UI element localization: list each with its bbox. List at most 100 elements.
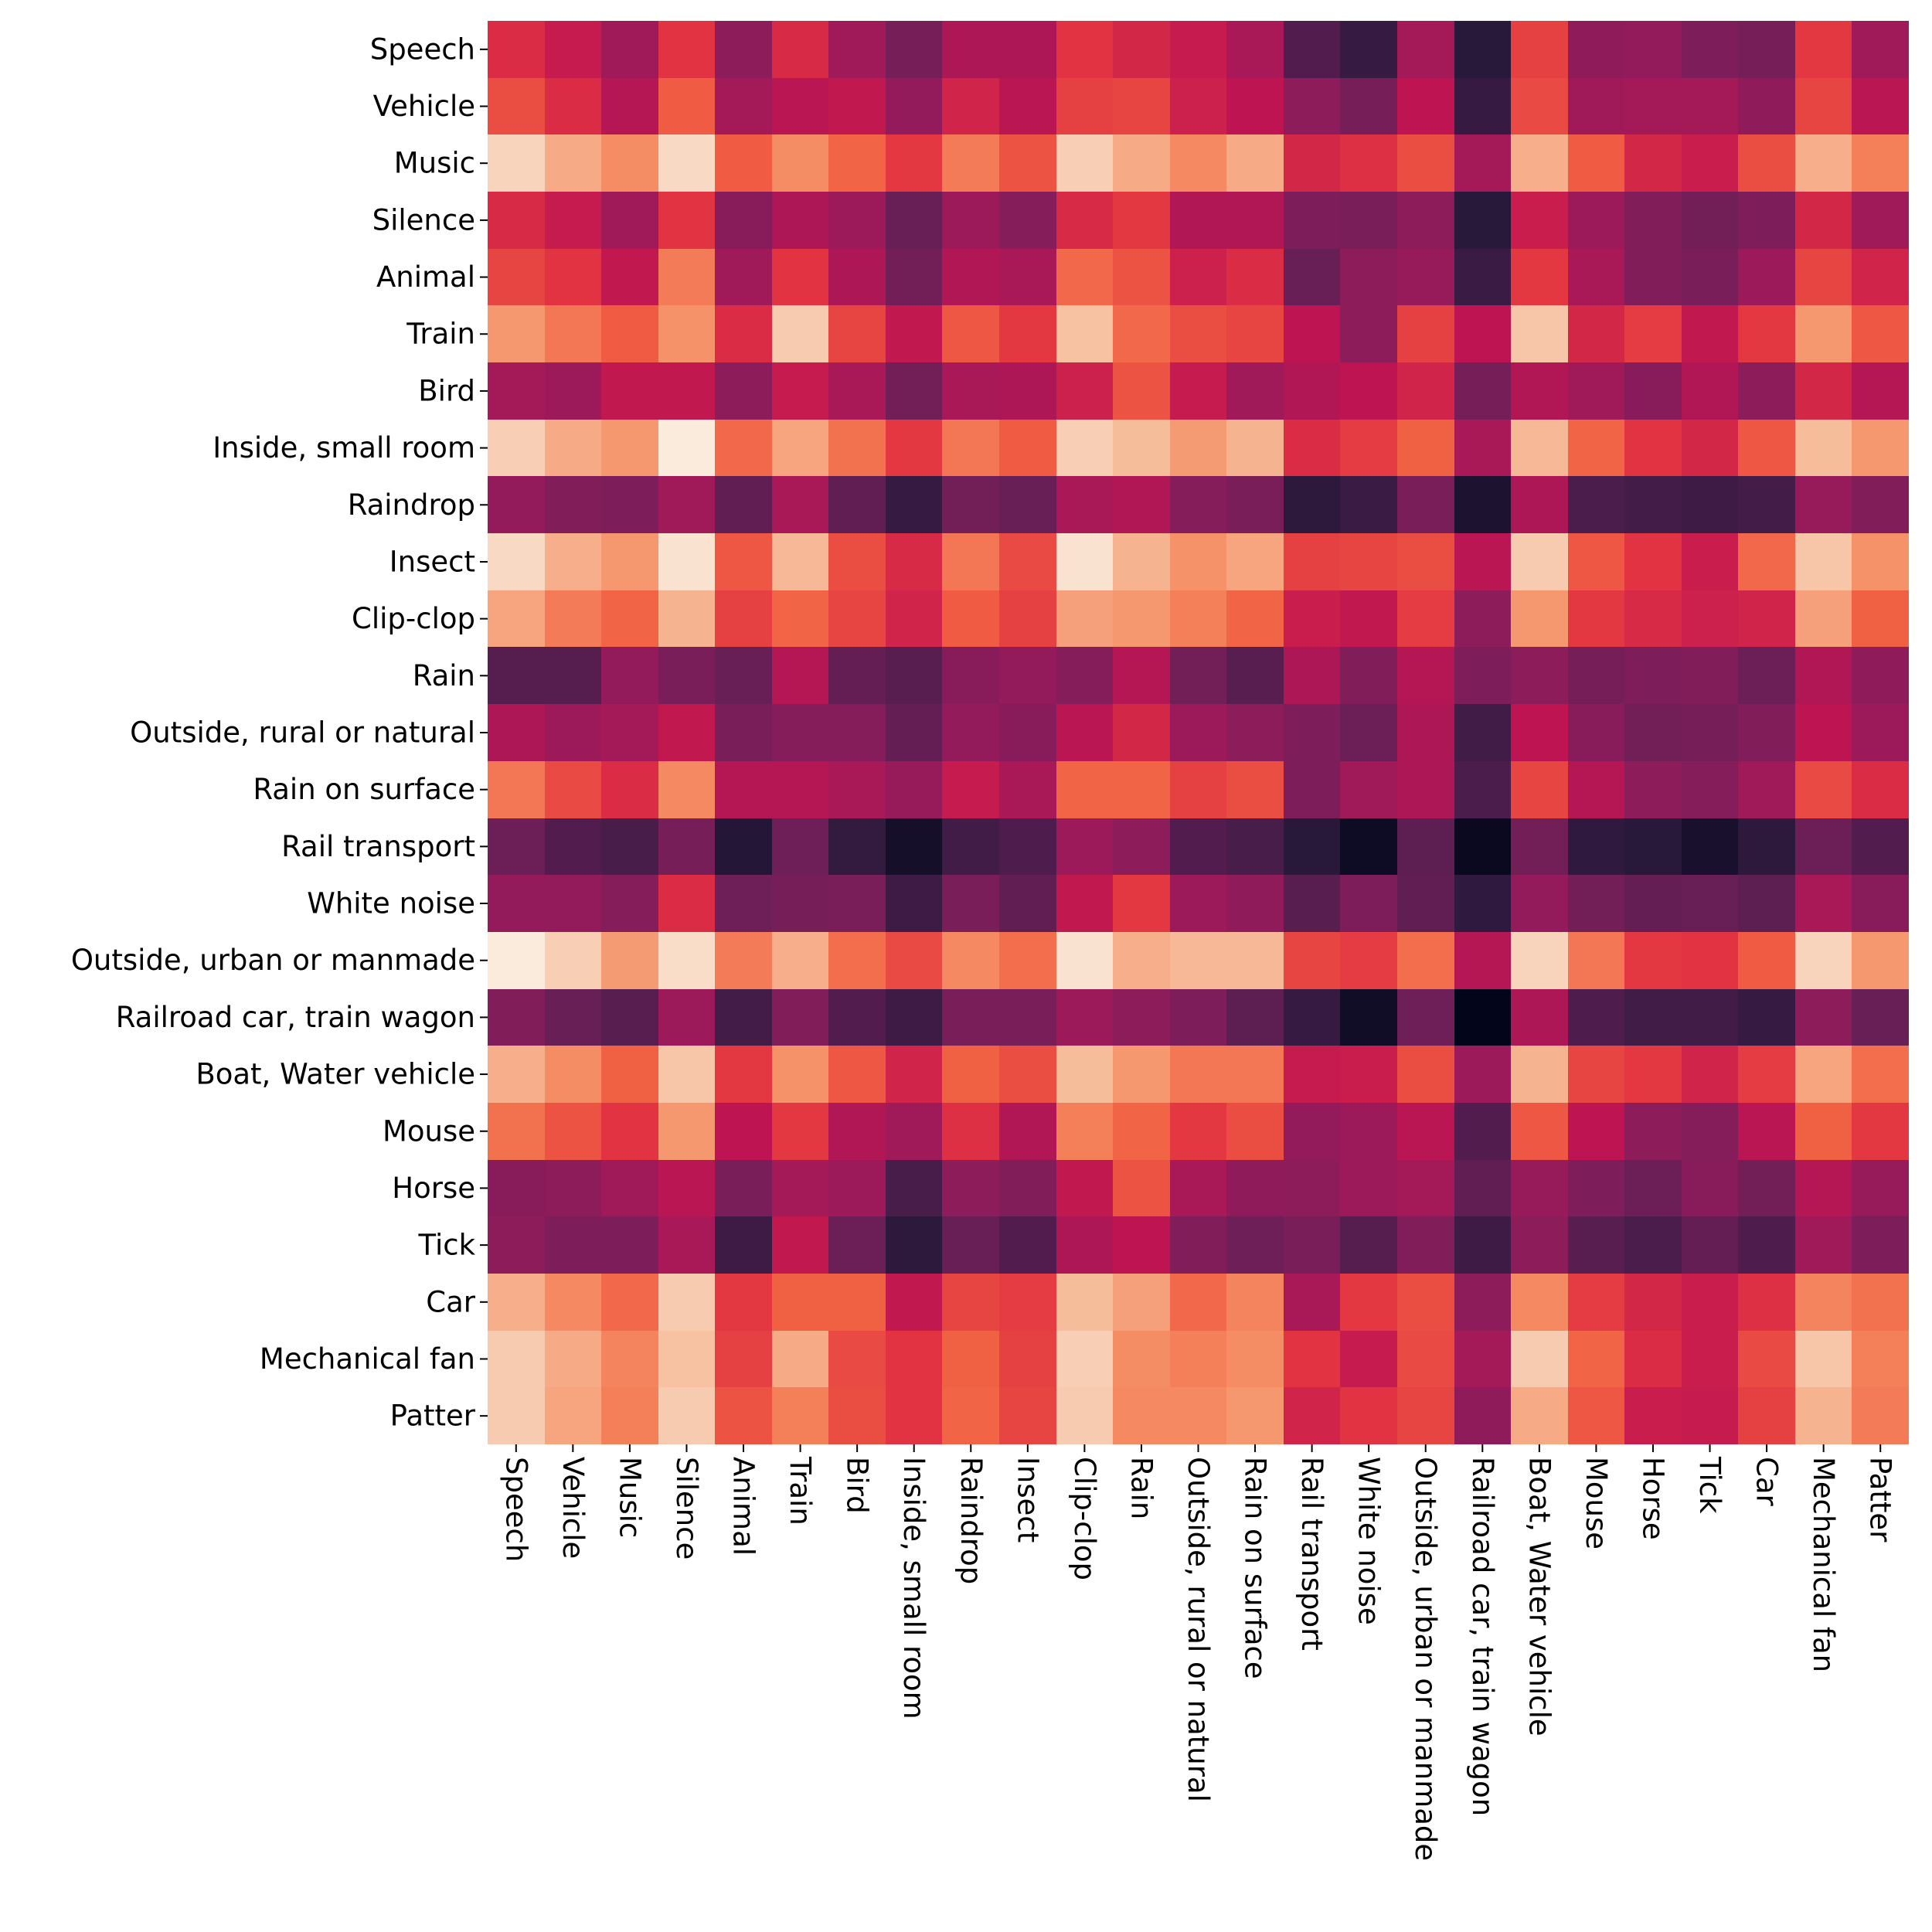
heatmap-cell (999, 1103, 1056, 1160)
heatmap-cell (1340, 932, 1397, 989)
heatmap-cell (545, 1331, 601, 1387)
heatmap-cell (1170, 1160, 1226, 1216)
heatmap-cell (1852, 1387, 1909, 1444)
heatmap-cell (1397, 932, 1454, 989)
heatmap-cell (1056, 1331, 1113, 1387)
heatmap-cell (1852, 647, 1909, 704)
heatmap-cell (488, 647, 545, 704)
heatmap-cell (999, 1046, 1056, 1103)
heatmap-cell (545, 932, 601, 989)
heatmap-cell (545, 647, 601, 704)
heatmap-cell (1454, 249, 1511, 305)
heatmap-cell (1682, 761, 1738, 818)
heatmap-cell (1340, 1274, 1397, 1331)
heatmap-cell (1397, 134, 1454, 192)
heatmap-cell (1056, 249, 1113, 305)
heatmap-cell (772, 1160, 828, 1216)
heatmap-cell (658, 249, 715, 305)
heatmap-cell (1624, 1331, 1682, 1387)
heatmap-cell (1284, 1387, 1340, 1444)
heatmap-cell (999, 1331, 1056, 1387)
heatmap-cell (1226, 590, 1284, 647)
heatmap-cell (658, 362, 715, 420)
heatmap-cell (658, 1387, 715, 1444)
heatmap-cell (1511, 932, 1568, 989)
heatmap-cell (1795, 989, 1852, 1046)
heatmap-cell (1397, 590, 1454, 647)
heatmap-cell (1170, 420, 1226, 476)
heatmap-cell (1170, 590, 1226, 647)
y-tick-label: Train (406, 318, 475, 351)
heatmap-cell (658, 192, 715, 249)
heatmap-cell (715, 78, 772, 134)
heatmap-cell (1795, 192, 1852, 249)
heatmap-cell (1340, 590, 1397, 647)
heatmap-cell (772, 78, 828, 134)
heatmap-cell (601, 78, 658, 134)
heatmap-cell (1852, 761, 1909, 818)
heatmap-cell (886, 362, 942, 420)
heatmap-cell (1397, 1046, 1454, 1103)
heatmap-cell (828, 1046, 886, 1103)
heatmap-cell (942, 647, 999, 704)
heatmap-cell (1113, 134, 1170, 192)
heatmap-cell (1568, 249, 1624, 305)
y-tick-label: Vehicle (373, 90, 475, 123)
heatmap-cell (1056, 78, 1113, 134)
heatmap-cell (828, 21, 886, 78)
heatmap-cell (1226, 362, 1284, 420)
heatmap-cell (601, 192, 658, 249)
heatmap-cell (1170, 362, 1226, 420)
heatmap-cell (1113, 761, 1170, 818)
heatmap-cell (942, 420, 999, 476)
heatmap-cell (1340, 818, 1397, 875)
heatmap-cell (1511, 192, 1568, 249)
heatmap-cell (772, 476, 828, 533)
heatmap-cell (1284, 1274, 1340, 1331)
heatmap-cell (488, 590, 545, 647)
y-tick-label: Raindrop (348, 488, 475, 522)
heatmap-cell (545, 1274, 601, 1331)
heatmap-cell (1056, 420, 1113, 476)
heatmap-cell (545, 1160, 601, 1216)
heatmap-cell (1113, 1331, 1170, 1387)
heatmap-cell (772, 305, 828, 362)
heatmap-cell (658, 1160, 715, 1216)
x-tick-label: Clip-clop (1068, 1457, 1101, 1580)
heatmap-cell (1340, 362, 1397, 420)
y-tick-label: Bird (418, 374, 475, 407)
heatmap-cell (1284, 1160, 1340, 1216)
heatmap-cell (772, 1046, 828, 1103)
heatmap-cell (601, 989, 658, 1046)
heatmap-cell (545, 476, 601, 533)
heatmap-cell (1682, 1046, 1738, 1103)
heatmap-cell (1113, 420, 1170, 476)
heatmap-cell (1852, 1103, 1909, 1160)
heatmap-cell (658, 761, 715, 818)
heatmap-cell (1454, 1216, 1511, 1274)
heatmap-cell (1852, 362, 1909, 420)
x-tick-label: Animal (727, 1457, 760, 1556)
heatmap-cell (1738, 647, 1795, 704)
heatmap-cell (772, 761, 828, 818)
y-tick-label: Insect (389, 545, 475, 578)
heatmap-cell (1795, 362, 1852, 420)
heatmap-cell (601, 590, 658, 647)
heatmap-cell (1170, 932, 1226, 989)
heatmap-cell (1226, 1046, 1284, 1103)
heatmap-cell (1738, 932, 1795, 989)
heatmap-cell (1795, 533, 1852, 590)
heatmap-cell (886, 134, 942, 192)
heatmap-cell (1056, 1103, 1113, 1160)
heatmap-cell (1340, 134, 1397, 192)
heatmap-cell (772, 818, 828, 875)
heatmap-cell (1454, 761, 1511, 818)
heatmap-cell (886, 305, 942, 362)
heatmap-cell (1738, 1046, 1795, 1103)
y-tick-label: Boat, Water vehicle (196, 1058, 475, 1091)
heatmap-cell (1284, 989, 1340, 1046)
heatmap-cell (1454, 476, 1511, 533)
heatmap-cell (1624, 362, 1682, 420)
heatmap-cell (1226, 420, 1284, 476)
heatmap-cell (1738, 1274, 1795, 1331)
